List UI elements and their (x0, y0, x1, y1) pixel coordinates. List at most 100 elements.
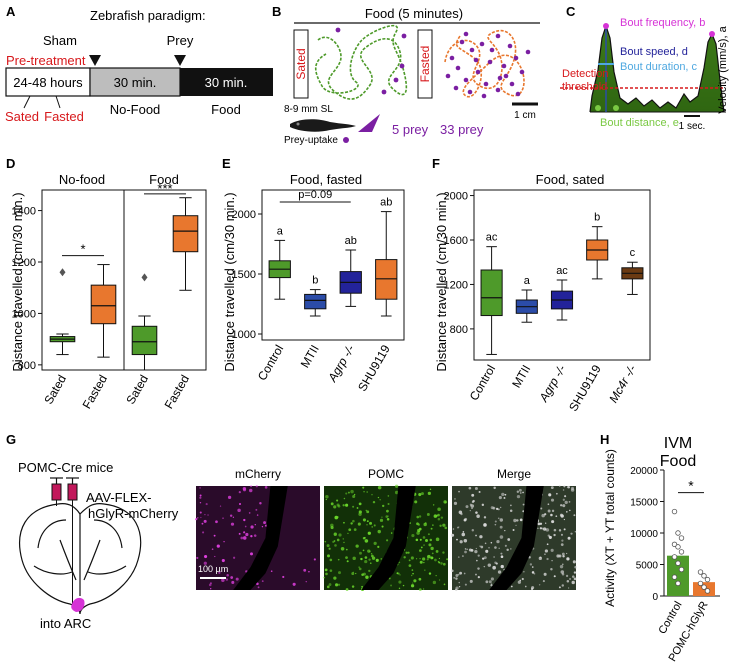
prey-uptake-label: Prey-uptake (284, 135, 338, 146)
cell-dot (512, 528, 515, 531)
cell-dot (565, 574, 569, 578)
y-tick-label: 1000 (232, 329, 256, 341)
cell-dot (453, 501, 458, 506)
segment-pretreatment (5, 67, 91, 97)
cell-dot (199, 487, 201, 489)
cell-dot (451, 569, 454, 573)
cell-dot (325, 495, 329, 499)
cell-dot (464, 548, 467, 550)
cell-dot (323, 576, 326, 579)
cell-dot (435, 575, 437, 577)
cell-dot (560, 514, 564, 518)
y-tick-label: 1200 (12, 257, 36, 269)
cell-dot (334, 515, 339, 520)
cell-dot (366, 520, 369, 523)
cell-dot (398, 561, 401, 564)
cell-dot (364, 539, 369, 543)
cell-dot (218, 571, 221, 574)
cell-dot (426, 558, 429, 561)
cell-dot (259, 501, 262, 505)
syringe-icon (50, 477, 79, 604)
chart-f: 800 1200 1600 2000 Control ac MTII a Agrp -/- ac S… (444, 189, 651, 414)
cell-dot (494, 546, 497, 549)
cell-dot (367, 549, 371, 553)
cell-dot (363, 491, 365, 493)
cell-dot (427, 491, 431, 496)
significance-letter: ab (345, 235, 357, 247)
cell-dot (531, 566, 534, 568)
cell-dot (219, 505, 222, 507)
cell-dot (362, 486, 365, 489)
cell-dot (458, 581, 460, 584)
cell-dot (396, 572, 399, 575)
cell-dot (503, 496, 506, 499)
cell-dot (411, 569, 414, 571)
cell-dot (414, 500, 418, 504)
data-point (697, 580, 704, 587)
cell-dot (233, 556, 236, 559)
cell-dot (496, 507, 499, 511)
cell-dot (418, 527, 422, 531)
cell-dot (343, 541, 345, 544)
cell-dot (504, 530, 506, 532)
cell-dot (455, 574, 459, 578)
cell-dot (243, 531, 246, 534)
fish-icon (290, 119, 356, 132)
cell-dot (465, 505, 469, 509)
cell-dot (562, 504, 566, 508)
h-title-1: IVM (664, 435, 692, 452)
y-tick-label: 1500 (232, 269, 256, 281)
cell-dot (567, 587, 570, 589)
cell-dot (437, 517, 441, 521)
cell-dot (377, 529, 381, 534)
x-tick-label: Sated (41, 373, 69, 407)
cell-dot (235, 577, 239, 581)
cell-dot (231, 580, 235, 584)
sig-star: * (688, 478, 694, 494)
cell-dot (412, 582, 414, 584)
cell-dot (478, 490, 481, 493)
cell-dot (497, 570, 502, 574)
cell-dot (499, 525, 503, 529)
cell-dot (343, 521, 345, 524)
cell-dot (516, 494, 521, 499)
cell-dot (499, 535, 504, 539)
sated-prey-dot (381, 89, 387, 95)
cell-dot (352, 505, 355, 508)
cell-dot (263, 521, 267, 525)
y-tick-label: 1000 (12, 308, 36, 320)
cell-dot (509, 509, 513, 513)
y-tick-label: 2000 (444, 191, 468, 203)
cell-dot (351, 585, 355, 588)
cell-dot (500, 555, 504, 559)
cell-dot (458, 490, 460, 493)
cell-dot (561, 584, 564, 587)
cell-dot (519, 518, 523, 522)
cell-dot (195, 518, 198, 521)
cell-dot (232, 516, 235, 518)
panel-c: C Bout frequency, b Bout speed, d Bout d… (560, 4, 729, 132)
cell-dot (422, 536, 426, 539)
cell-dot (361, 585, 364, 588)
cell-dot (559, 564, 564, 569)
cell-dot (386, 539, 389, 542)
cell-dot (418, 492, 422, 497)
cell-dot (366, 510, 370, 514)
virus-label-1: AAV-FLEX- (86, 490, 152, 505)
x-tick-label: Mc4r -/- (606, 362, 639, 405)
cell-dot (519, 492, 522, 494)
cell-dot (531, 571, 535, 574)
cell-dot (454, 498, 456, 500)
cell-dot (560, 543, 564, 547)
cell-dot (372, 500, 376, 504)
data-point (701, 584, 707, 590)
cell-dot (562, 498, 565, 501)
x-tick-label: MTII (509, 363, 533, 391)
cell-dot (500, 564, 504, 569)
cell-dot (517, 580, 522, 584)
cell-dot (510, 585, 513, 588)
cell-dot (355, 572, 357, 575)
cell-dot (199, 496, 202, 499)
cell-dot (545, 522, 547, 524)
